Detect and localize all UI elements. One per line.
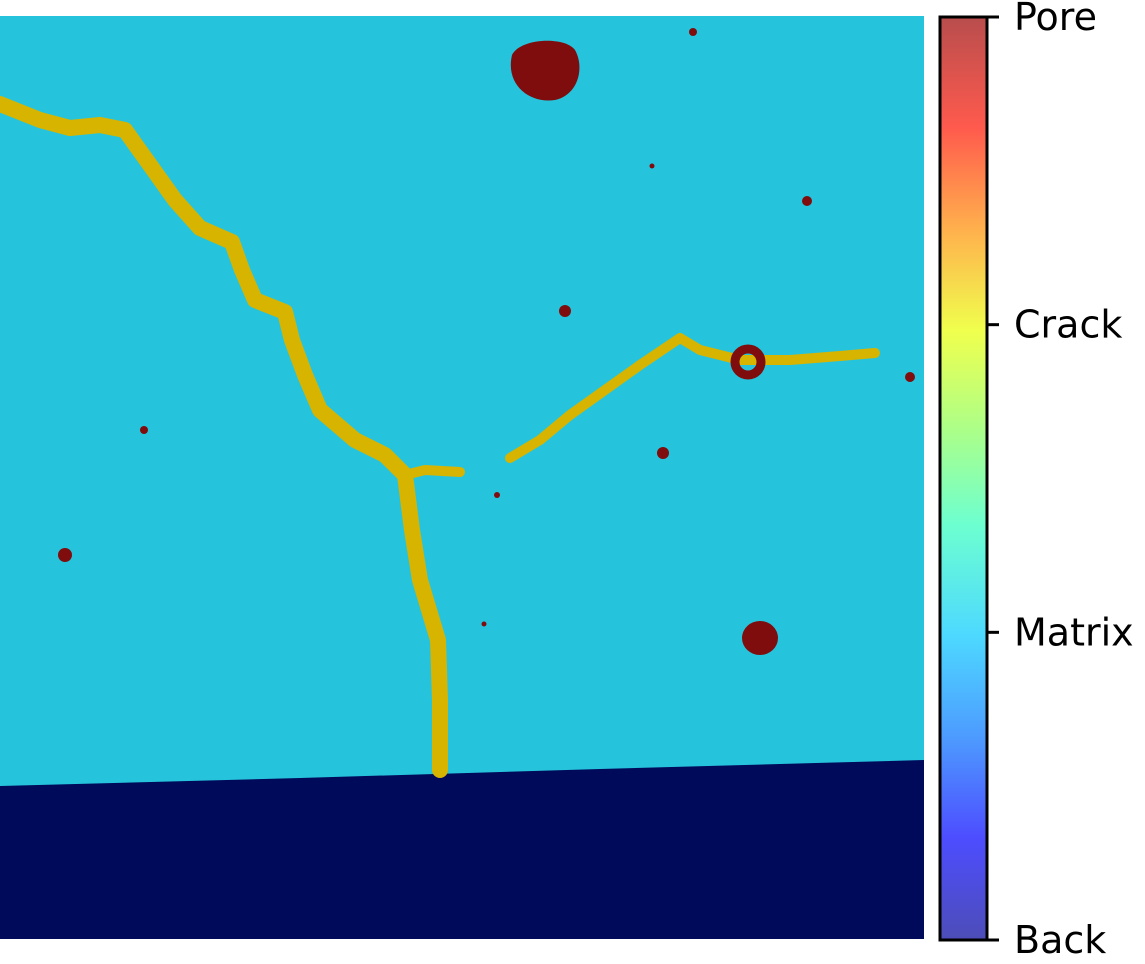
colorbar: Back Matrix Crack Pore xyxy=(938,0,1134,962)
pores xyxy=(58,28,915,655)
segmentation-map xyxy=(0,16,924,939)
pore xyxy=(481,621,487,627)
colorbar-ticks: Back Matrix Crack Pore xyxy=(987,0,1134,962)
crack-vertical xyxy=(397,467,448,778)
crack-right-branch xyxy=(505,333,880,463)
pore xyxy=(649,163,655,169)
crack-branch-left xyxy=(400,465,465,480)
pore xyxy=(494,492,500,498)
pore xyxy=(140,426,148,434)
pore xyxy=(58,548,72,562)
pore-ring xyxy=(730,344,766,380)
pore xyxy=(802,196,812,206)
pore xyxy=(742,621,778,655)
colorbar-tick-label-back: Back xyxy=(1014,918,1106,962)
pore-large xyxy=(510,40,580,101)
pore xyxy=(657,447,669,459)
colorbar-tick-label-matrix: Matrix xyxy=(1014,610,1134,654)
colorbar-tick-label-crack: Crack xyxy=(1014,303,1122,347)
colorbar-gradient xyxy=(940,17,987,940)
colorbar-tick-label-pore: Pore xyxy=(1014,0,1097,39)
background-region xyxy=(0,760,924,939)
crack-main xyxy=(0,96,413,483)
colorbar-frame xyxy=(938,15,989,942)
cracks xyxy=(0,96,880,778)
pore xyxy=(905,372,915,382)
pore xyxy=(689,28,697,36)
pore xyxy=(559,305,571,317)
